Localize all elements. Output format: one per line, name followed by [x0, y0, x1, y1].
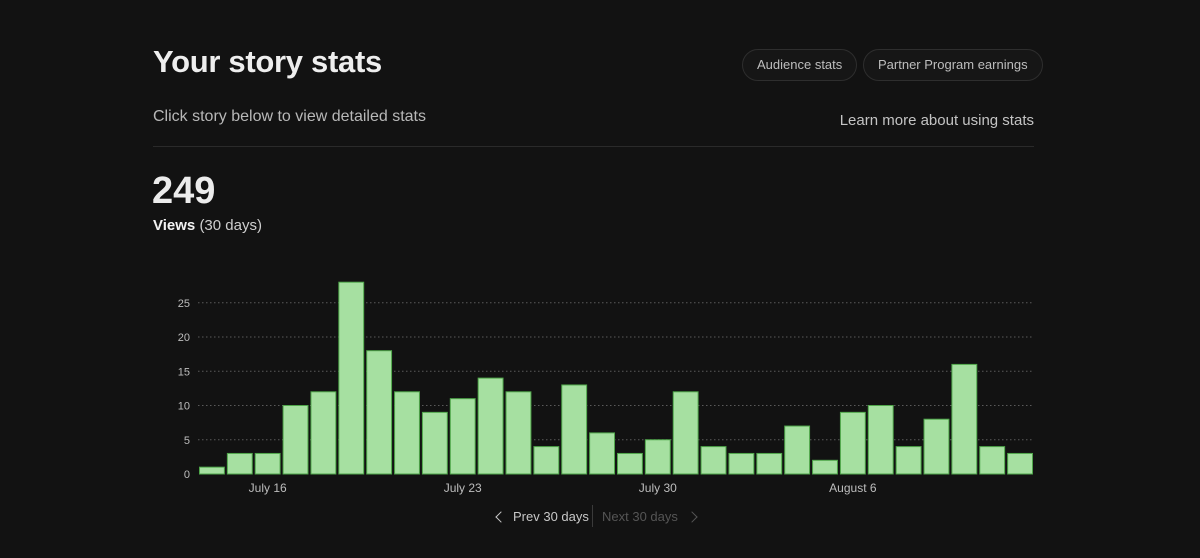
views-label: Views (30 days): [153, 217, 262, 234]
bar[interactable]: [979, 446, 1006, 475]
bar[interactable]: [812, 459, 838, 475]
bar[interactable]: [533, 446, 560, 475]
y-tick-label: 0: [184, 469, 190, 481]
bar[interactable]: [895, 446, 922, 475]
prev-30-days-button[interactable]: Prev 30 days: [495, 506, 589, 528]
views-period: (30 days): [199, 217, 262, 234]
bar[interactable]: [226, 452, 253, 475]
page-subtitle: Click story below to view detailed stats: [153, 108, 426, 125]
bar[interactable]: [199, 466, 225, 475]
audience-stats-button[interactable]: Audience stats: [742, 49, 858, 81]
bar[interactable]: [617, 452, 643, 475]
chevron-right-icon: [686, 510, 698, 523]
bar[interactable]: [728, 452, 755, 475]
bar[interactable]: [394, 391, 420, 475]
bar[interactable]: [561, 384, 588, 475]
bar[interactable]: [756, 452, 783, 475]
learn-more-link[interactable]: Learn more about using stats: [839, 112, 1034, 129]
bar[interactable]: [338, 281, 365, 475]
bar[interactable]: [951, 363, 978, 475]
y-tick-label: 25: [178, 298, 190, 310]
bar[interactable]: [589, 432, 616, 475]
views-total: 249: [152, 170, 216, 212]
bar[interactable]: [477, 377, 504, 475]
partner-program-earnings-button[interactable]: Partner Program earnings: [863, 49, 1043, 81]
page-title: Your story stats: [153, 44, 382, 79]
prev-30-days-label: Prev 30 days: [513, 509, 589, 524]
y-tick-label: 20: [178, 332, 190, 344]
bar[interactable]: [867, 405, 894, 475]
x-tick-label: July 23: [444, 481, 482, 495]
next-30-days-button: Next 30 days: [602, 506, 698, 528]
pager-divider: [592, 505, 593, 527]
bar[interactable]: [282, 405, 309, 475]
y-tick-label: 10: [178, 401, 190, 413]
bar[interactable]: [421, 411, 448, 475]
next-30-days-label: Next 30 days: [602, 509, 678, 524]
chevron-left-icon: [495, 510, 507, 523]
bar[interactable]: [839, 411, 866, 475]
bar[interactable]: [644, 439, 671, 475]
views-label-text: Views: [153, 217, 196, 234]
bar[interactable]: [505, 391, 532, 475]
bar[interactable]: [923, 418, 950, 475]
header-divider: [153, 146, 1034, 147]
x-tick-label: July 30: [639, 481, 677, 495]
bar[interactable]: [449, 398, 476, 475]
bar[interactable]: [254, 452, 281, 475]
x-tick-label: August 6: [829, 481, 877, 495]
bar[interactable]: [672, 391, 699, 475]
y-tick-label: 5: [184, 435, 190, 447]
bar[interactable]: [700, 446, 727, 475]
x-tick-label: July 16: [249, 481, 287, 495]
bar[interactable]: [366, 350, 393, 475]
bar[interactable]: [1007, 452, 1034, 475]
bar[interactable]: [310, 391, 337, 475]
bar[interactable]: [784, 425, 811, 475]
y-tick-label: 15: [178, 366, 190, 378]
